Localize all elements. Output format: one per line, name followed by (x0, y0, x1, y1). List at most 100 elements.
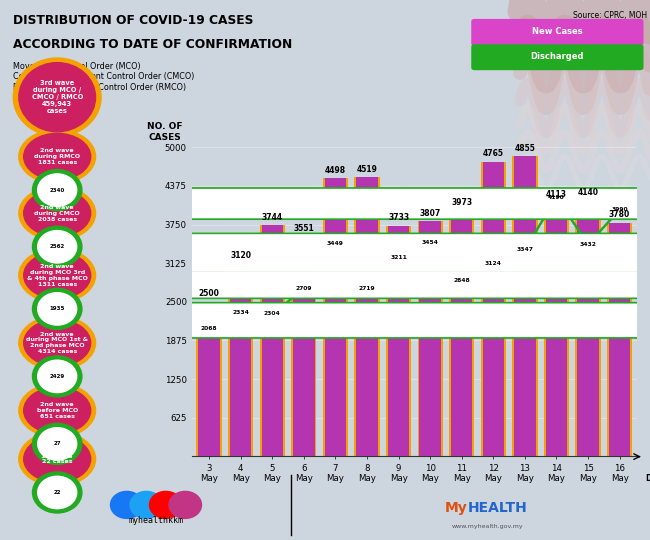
Circle shape (0, 254, 650, 273)
Circle shape (169, 491, 202, 518)
Text: 2304: 2304 (264, 312, 281, 316)
FancyBboxPatch shape (471, 44, 644, 70)
Bar (230, 264, 252, 456)
Bar (259, 225, 285, 456)
Circle shape (0, 280, 650, 296)
Circle shape (0, 305, 650, 323)
Text: 2562: 2562 (49, 244, 65, 249)
Circle shape (0, 272, 650, 288)
Text: ACCORDING TO DATE OF CONFIRMATION: ACCORDING TO DATE OF CONFIRMATION (13, 38, 292, 51)
Circle shape (0, 188, 650, 207)
Text: 3990: 3990 (611, 207, 628, 212)
Text: 2nd wave
during MCO 3rd
& 4th phase MCO
1311 cases: 2nd wave during MCO 3rd & 4th phase MCO … (27, 264, 88, 287)
Circle shape (0, 306, 650, 322)
Circle shape (32, 226, 82, 267)
FancyBboxPatch shape (471, 19, 644, 46)
Text: 4140: 4140 (578, 188, 599, 197)
Circle shape (32, 472, 82, 513)
Text: 2nd wave
before MCO
651 cases: 2nd wave before MCO 651 cases (36, 402, 78, 418)
Text: 4190: 4190 (548, 195, 565, 200)
Text: 4498: 4498 (325, 166, 346, 175)
Text: myhealthkkm: myhealthkkm (129, 516, 183, 525)
Text: 2719: 2719 (359, 286, 375, 291)
Text: NO. OF
CASES: NO. OF CASES (147, 122, 183, 141)
Bar (512, 156, 538, 456)
Bar (607, 222, 632, 456)
Text: 3347: 3347 (517, 247, 534, 252)
Text: 2nd wave
during CMCO
2038 cases: 2nd wave during CMCO 2038 cases (34, 205, 80, 221)
Circle shape (38, 174, 77, 206)
Bar (354, 177, 380, 456)
Text: 3973: 3973 (451, 198, 473, 207)
Circle shape (0, 237, 650, 252)
Text: DISTRIBUTION OF COVID-19 CASES: DISTRIBUTION OF COVID-19 CASES (13, 14, 254, 26)
Circle shape (0, 240, 650, 259)
Circle shape (0, 279, 650, 299)
Ellipse shape (19, 383, 96, 437)
Circle shape (0, 281, 650, 297)
Bar (481, 162, 506, 456)
Text: DATE: DATE (645, 474, 650, 483)
Text: 4765: 4765 (483, 150, 504, 158)
Bar (575, 200, 601, 456)
Text: 3551: 3551 (294, 225, 314, 233)
Bar (261, 225, 283, 456)
Circle shape (0, 233, 650, 253)
Bar (449, 211, 474, 456)
Ellipse shape (19, 316, 96, 370)
Bar (546, 202, 567, 456)
Text: 2709: 2709 (296, 286, 312, 292)
Ellipse shape (19, 63, 96, 132)
Circle shape (0, 279, 650, 298)
Circle shape (0, 235, 650, 254)
Circle shape (32, 170, 82, 211)
Circle shape (0, 255, 650, 271)
Circle shape (0, 271, 650, 290)
Text: 1935: 1935 (49, 306, 65, 312)
Text: Recovery Movement Control Order (RMCO): Recovery Movement Control Order (RMCO) (13, 83, 186, 92)
Text: 2848: 2848 (454, 278, 470, 283)
Bar (198, 302, 220, 456)
Ellipse shape (23, 320, 90, 366)
Ellipse shape (13, 58, 101, 137)
Bar (577, 200, 599, 456)
Circle shape (111, 491, 143, 518)
Circle shape (32, 356, 82, 397)
Text: 1st wave
22 cases: 1st wave 22 cases (42, 454, 73, 464)
Bar (609, 222, 630, 456)
Text: 3807: 3807 (419, 208, 441, 218)
Circle shape (0, 304, 650, 320)
Ellipse shape (23, 252, 90, 299)
Text: 3124: 3124 (485, 261, 502, 266)
Bar (323, 178, 348, 456)
Text: 2334: 2334 (232, 309, 249, 315)
Bar (386, 226, 411, 456)
Text: Movement Control Order (MCO): Movement Control Order (MCO) (13, 62, 140, 71)
Text: 3780: 3780 (609, 211, 630, 219)
Text: www.myhealth.gov.my: www.myhealth.gov.my (452, 524, 523, 529)
Ellipse shape (23, 190, 90, 237)
Circle shape (0, 321, 650, 336)
Bar (228, 264, 254, 456)
Circle shape (0, 202, 650, 218)
Circle shape (0, 248, 650, 267)
Bar (196, 302, 222, 456)
Circle shape (0, 319, 650, 338)
Bar (482, 162, 504, 456)
Ellipse shape (23, 436, 90, 482)
Circle shape (0, 235, 650, 251)
Text: 3744: 3744 (262, 213, 283, 221)
Text: 4855: 4855 (514, 144, 536, 153)
Text: 2nd wave
during MCO 1st &
2nd phase MCO
4314 cases: 2nd wave during MCO 1st & 2nd phase MCO … (26, 332, 88, 354)
Text: HEALTH: HEALTH (468, 501, 528, 515)
Bar (514, 156, 536, 456)
Circle shape (38, 293, 77, 325)
Bar (417, 221, 443, 456)
Text: 2nd wave
during RMCO
1831 cases: 2nd wave during RMCO 1831 cases (34, 148, 80, 165)
Text: 2500: 2500 (199, 289, 220, 299)
Circle shape (0, 241, 650, 258)
Text: 27: 27 (53, 441, 61, 447)
Circle shape (0, 190, 650, 205)
Circle shape (0, 235, 650, 251)
Circle shape (38, 231, 77, 263)
